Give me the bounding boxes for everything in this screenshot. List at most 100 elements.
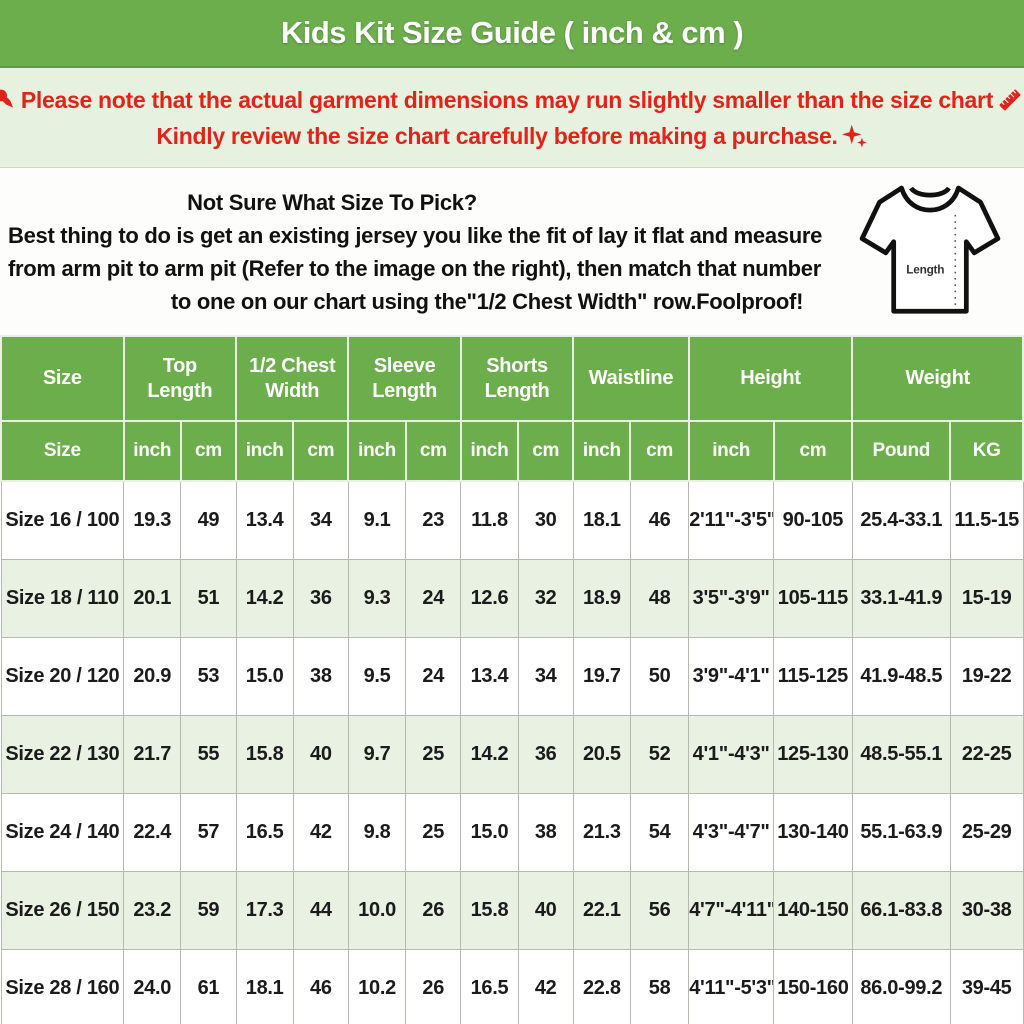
cell: 10.0 (347, 870, 407, 950)
table-row: Size 18 / 110 20.1 51 14.2 36 9.3 24 12.6 32 18.9… (0, 558, 1024, 638)
cell: 25 (405, 714, 462, 794)
cell: 125-130 (773, 714, 853, 794)
cell: 3'9"-4'1" (688, 636, 775, 716)
cell: 14.2 (235, 558, 294, 638)
subheader-cell-12: cm (772, 420, 854, 482)
tshirt-icon: Length (859, 185, 1001, 314)
cell: 46 (629, 480, 690, 560)
cell: 3'5"-3'9" (688, 558, 775, 638)
column-group-shorts-length: Shorts Length (459, 335, 575, 422)
cell: 13.4 (235, 480, 294, 560)
subheader-cell-10: cm (629, 420, 690, 482)
cell: 52 (629, 714, 690, 794)
cell: 48.5-55.1 (851, 714, 951, 794)
cell: 54 (629, 792, 690, 872)
cell: 25.4-33.1 (851, 480, 951, 560)
table-row: Size 20 / 120 20.9 53 15.0 38 9.5 24 13.4 34 19.7… (0, 636, 1024, 716)
subheader-cell-1: inch (122, 420, 182, 482)
subheader-cell-13: Pound (851, 420, 952, 482)
help-section: Not Sure What Size To Pick? Best thing t… (0, 168, 1024, 335)
cell: 23.2 (123, 870, 182, 950)
row-size-label: Size 18 / 110 (0, 558, 125, 638)
cell: 48 (629, 558, 690, 638)
cell: 34 (517, 636, 574, 716)
cell: 20.9 (123, 636, 182, 716)
cell: 20.5 (572, 714, 631, 794)
cell: 36 (517, 714, 574, 794)
subheader-cell-0: Size (0, 420, 125, 482)
cell: 15.0 (460, 792, 519, 872)
table-row: Size 28 / 160 24.0 61 18.1 46 10.2 26 16.5 42 22.… (0, 948, 1024, 1024)
subheader-cell-6: cm (404, 420, 462, 482)
cell: 40 (292, 714, 349, 794)
cell: 42 (517, 948, 574, 1024)
subheader-cell-5: inch (347, 420, 407, 482)
cell: 38 (517, 792, 574, 872)
cell: 66.1-83.8 (851, 870, 951, 950)
subheader-cell-2: cm (179, 420, 238, 482)
help-line-1: Best thing to do is get an existing jers… (8, 222, 823, 248)
cell: 55.1-63.9 (851, 792, 951, 872)
cell: 4'7"-4'11" (688, 870, 775, 950)
cell: 34 (292, 480, 349, 560)
cell: 115-125 (773, 636, 853, 716)
column-group-top-length: Top Length (122, 335, 238, 422)
shirt-illustration: Length (846, 177, 1014, 327)
cell: 10.2 (347, 948, 407, 1024)
cell: 9.8 (347, 792, 407, 872)
cell: 130-140 (773, 792, 853, 872)
cell: 105-115 (773, 558, 853, 638)
cell: 19.3 (123, 480, 182, 560)
cell: 25 (405, 792, 462, 872)
help-text-block: Not Sure What Size To Pick? Best thing t… (8, 186, 846, 318)
cell: 22.4 (123, 792, 182, 872)
cell: 56 (629, 870, 690, 950)
table-row: Size 22 / 130 21.7 55 15.8 40 9.7 25 14.2 36 20.5… (0, 714, 1024, 794)
column-group-size: Size (0, 335, 125, 422)
notice-line-2: Kindly review the size chart carefully b… (156, 122, 867, 150)
subheader-cell-11: inch (687, 420, 775, 482)
row-size-label: Size 20 / 120 (0, 636, 125, 716)
cell: 46 (292, 948, 349, 1024)
cell: 4'11"-5'3" (688, 948, 775, 1024)
subheader-cell-14: KG (949, 420, 1024, 482)
cell: 22-25 (949, 714, 1024, 794)
cell: 9.5 (347, 636, 407, 716)
cell: 4'1"-4'3" (688, 714, 775, 794)
column-group-weight: Weight (851, 335, 1024, 422)
cell: 59 (180, 870, 237, 950)
cell: 39-45 (949, 948, 1024, 1024)
pushpin-icon (0, 89, 14, 108)
subheader-cell-9: inch (572, 420, 632, 482)
row-size-label: Size 28 / 160 (0, 948, 125, 1024)
subheader-cell-4: cm (292, 420, 350, 482)
cell: 41.9-48.5 (851, 636, 951, 716)
cell: 30-38 (949, 870, 1024, 950)
cell: 15.0 (235, 636, 294, 716)
cell: 22.8 (572, 948, 631, 1024)
table-row: Size 16 / 100 19.3 49 13.4 34 9.1 23 11.8 30 18.1… (0, 480, 1024, 560)
column-group-sleeve-length: Sleeve Length (347, 335, 462, 422)
cell: 51 (180, 558, 237, 638)
cell: 19.7 (572, 636, 631, 716)
cell: 90-105 (773, 480, 853, 560)
column-group-1-2-chest-width: 1/2 Chest Width (235, 335, 350, 422)
cell: 14.2 (460, 714, 519, 794)
shirt-length-label: Length (906, 262, 944, 276)
cell: 12.6 (460, 558, 519, 638)
cell: 15-19 (949, 558, 1024, 638)
cell: 49 (180, 480, 237, 560)
ruler-icon (999, 89, 1021, 110)
cell: 11.5-15 (949, 480, 1024, 560)
cell: 42 (292, 792, 349, 872)
cell: 11.8 (460, 480, 519, 560)
notice-text-1: Please note that the actual garment dime… (20, 86, 994, 113)
cell: 32 (517, 558, 574, 638)
cell: 21.3 (572, 792, 631, 872)
row-size-label: Size 16 / 100 (0, 480, 125, 560)
notice-text-2: Kindly review the size chart carefully b… (156, 122, 838, 149)
cell: 150-160 (773, 948, 853, 1024)
table-row: Size 24 / 140 22.4 57 16.5 42 9.8 25 15.0 38 21.3… (0, 792, 1024, 872)
row-size-label: Size 22 / 130 (0, 714, 125, 794)
column-group-height: Height (687, 335, 854, 422)
